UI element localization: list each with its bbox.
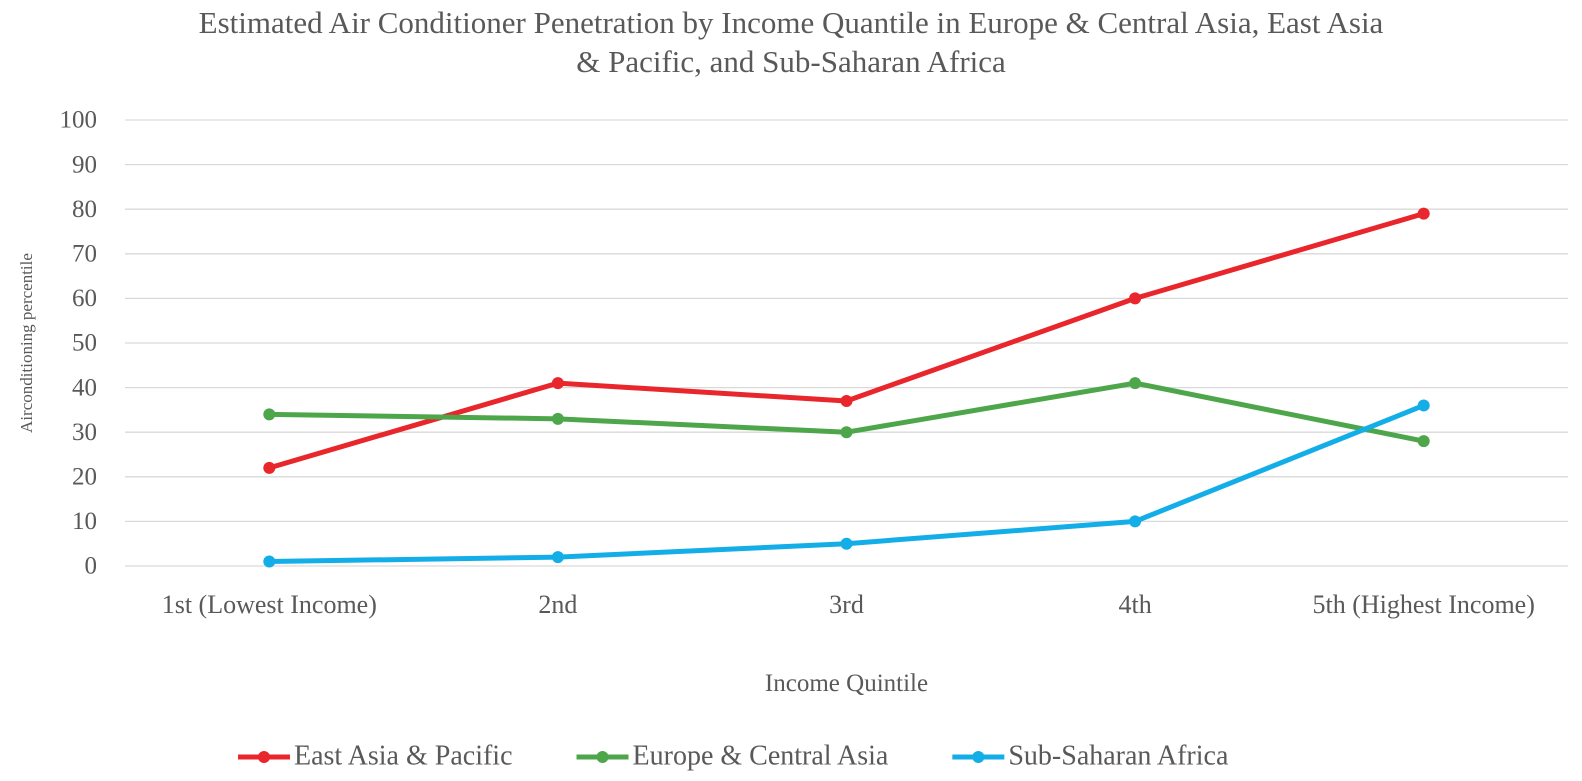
data-point	[551, 412, 564, 425]
data-point	[1129, 292, 1142, 305]
legend-label: Europe & Central Asia	[633, 740, 889, 771]
data-point	[1129, 515, 1142, 528]
data-point	[840, 537, 853, 550]
y-tick-label: 0	[85, 553, 98, 580]
data-point	[1417, 207, 1430, 220]
x-axis-label: Income Quintile	[764, 670, 929, 697]
data-point	[840, 426, 853, 439]
data-point	[551, 551, 564, 564]
legend-marker	[596, 751, 609, 763]
x-tick-label: 3rd	[829, 590, 864, 619]
data-point	[263, 408, 276, 421]
y-tick-label: 20	[72, 464, 97, 491]
data-point	[1417, 399, 1430, 412]
x-tick-label: 5th (Highest Income)	[1312, 590, 1535, 619]
legend-marker	[258, 751, 270, 763]
y-tick-label: 60	[72, 285, 97, 312]
legend-marker	[972, 751, 985, 763]
data-point	[551, 377, 564, 390]
legend-item: East Asia & Pacific	[238, 740, 513, 771]
y-tick-label: 30	[72, 419, 97, 446]
y-tick-label: 50	[72, 330, 97, 357]
y-tick-label: 80	[72, 196, 97, 223]
data-point	[840, 394, 853, 407]
legend-label: Sub-Saharan Africa	[1008, 740, 1229, 771]
x-tick-label: 1st (Lowest Income)	[161, 590, 377, 619]
legend-item: Europe & Central Asia	[576, 740, 889, 771]
chart-title: Estimated Air Conditioner Penetration by…	[198, 5, 1384, 79]
data-point	[263, 555, 276, 568]
legend-label: East Asia & Pacific	[294, 740, 513, 771]
legend-item: Sub-Saharan Africa	[952, 740, 1229, 771]
y-tick-label: 70	[72, 241, 97, 268]
y-tick-label: 100	[60, 107, 98, 134]
x-tick-label: 4th	[1118, 590, 1152, 619]
data-point	[263, 461, 276, 474]
y-axis-label: Airconditioning percentile	[17, 253, 36, 433]
data-point	[1417, 435, 1430, 448]
y-tick-label: 90	[72, 151, 97, 178]
y-tick-label: 40	[72, 374, 97, 401]
data-point	[1129, 377, 1142, 390]
x-tick-label: 2nd	[538, 590, 578, 619]
y-tick-label: 10	[72, 508, 97, 535]
